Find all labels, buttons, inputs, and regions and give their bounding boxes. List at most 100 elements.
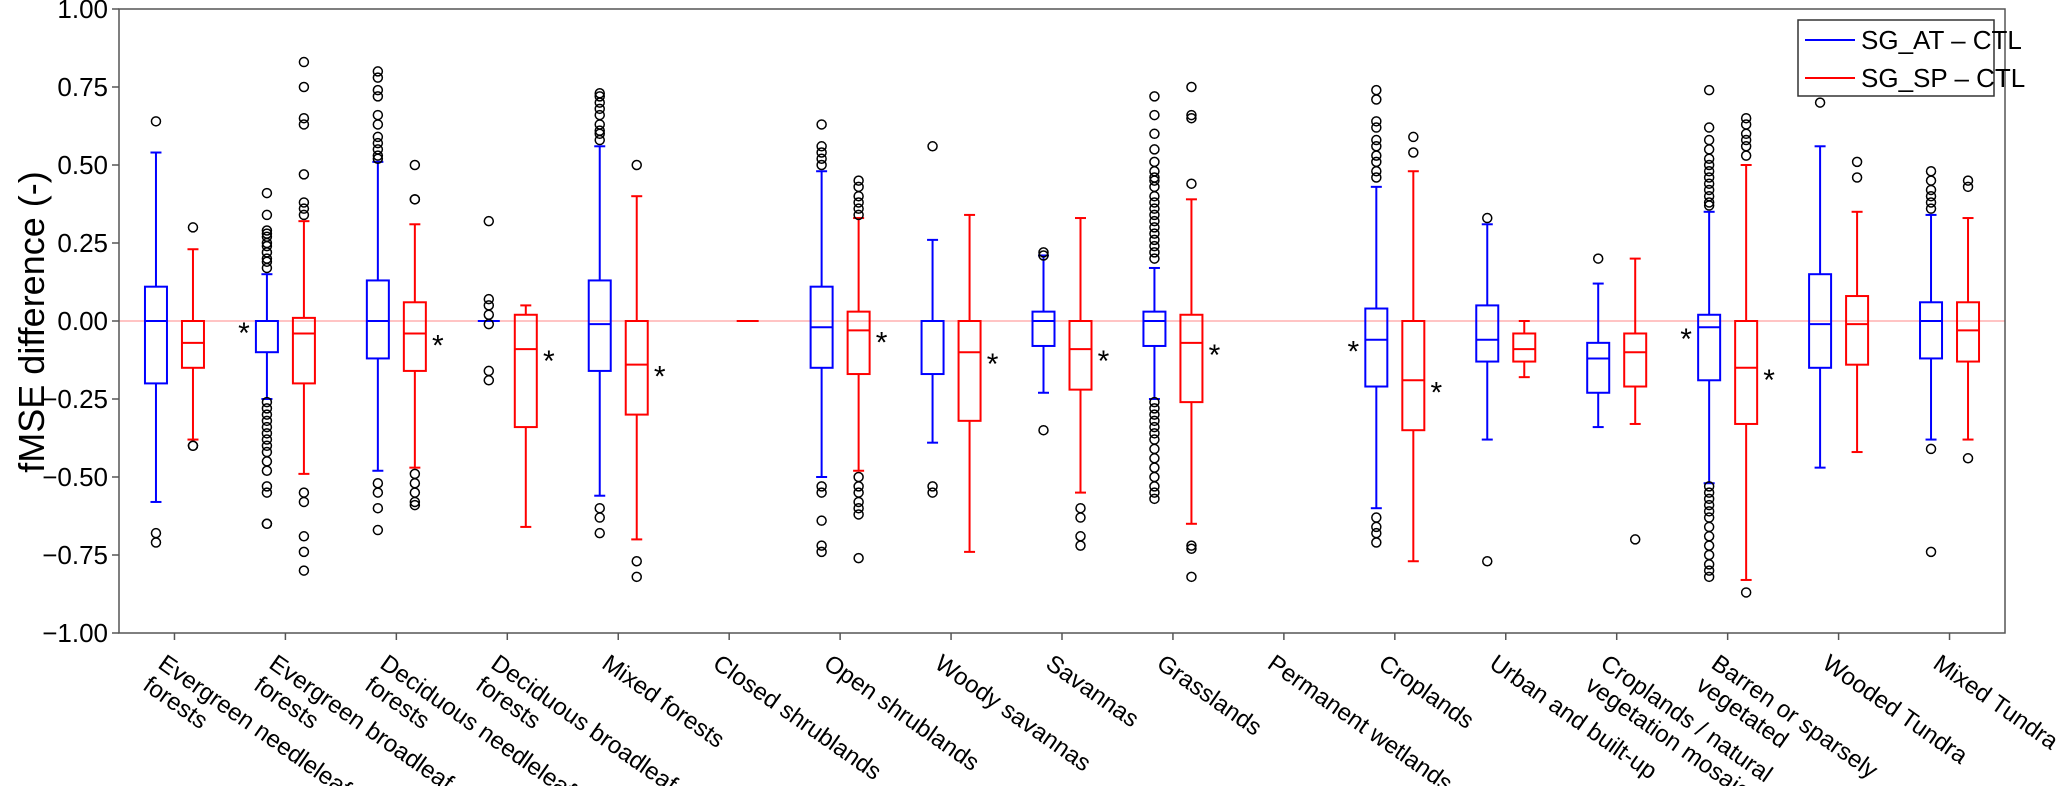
outlier-point	[1149, 234, 1160, 246]
outlier-point	[1703, 499, 1715, 511]
significance-marker: *	[238, 317, 250, 350]
box-iqr	[254, 320, 279, 354]
x-tick-label: Savannas	[1041, 650, 1144, 733]
outlier-point	[298, 203, 310, 214]
outlier-point	[1740, 587, 1752, 598]
outlier-point	[1149, 144, 1160, 155]
box-iqr	[1068, 320, 1093, 391]
outlier-point	[631, 555, 642, 567]
box-sg-sp: *	[1179, 81, 1221, 583]
outlier-point	[1075, 512, 1086, 523]
outlier-point	[1703, 487, 1715, 498]
outlier-point	[1925, 165, 1937, 177]
outlier-point	[594, 512, 605, 523]
box-iqr	[1845, 295, 1870, 366]
box-sg-at	[143, 116, 168, 548]
x-tick-label: Deciduous broadleafforests	[471, 650, 682, 786]
box-iqr	[143, 285, 168, 385]
outlier-point	[1740, 128, 1752, 140]
x-tick-label-line: Savannas	[1041, 650, 1144, 733]
outlier-point	[1408, 131, 1419, 143]
outlier-point	[298, 112, 310, 124]
x-tick-label: Evergreen needleleafforests	[138, 650, 356, 786]
outlier-point	[1851, 156, 1863, 168]
outlier-point	[372, 109, 384, 121]
box-sg-at: *	[1347, 84, 1389, 548]
box-iqr	[1586, 341, 1611, 394]
outlier-point	[927, 487, 938, 498]
outlier-point	[1149, 109, 1160, 121]
box-sg-sp	[180, 222, 205, 452]
box-iqr	[1734, 320, 1759, 425]
box-sg-at	[809, 119, 834, 558]
outlier-point	[1703, 178, 1715, 189]
outlier-point	[1149, 156, 1160, 168]
outlier-point	[298, 119, 310, 130]
significance-marker: *	[432, 329, 444, 362]
outlier-point	[1703, 153, 1715, 165]
y-tick-label: −0.75	[42, 540, 108, 570]
outlier-point	[261, 518, 273, 530]
x-tick-label-line: Permanent wetlands	[1263, 650, 1458, 786]
outlier-point	[1186, 112, 1197, 124]
y-tick-label: 1.00	[57, 0, 108, 24]
outlier-point	[816, 153, 827, 165]
outlier-point	[372, 153, 384, 165]
outlier-point	[1740, 150, 1752, 161]
outlier-point	[853, 509, 864, 520]
box-sg-sp: *	[957, 213, 999, 553]
outlier-point	[1925, 203, 1937, 214]
outlier-point	[816, 159, 827, 171]
box-iqr	[1142, 310, 1167, 347]
significance-marker: *	[1680, 323, 1692, 356]
significance-marker: *	[1430, 376, 1442, 409]
box-sg-sp	[1623, 257, 1648, 545]
outlier-point	[261, 428, 273, 439]
significance-marker: *	[1098, 345, 1110, 378]
outlier-point	[1186, 571, 1197, 583]
outlier-point	[1371, 512, 1382, 523]
y-tick-label: −1.00	[42, 618, 108, 648]
box-iqr	[1401, 320, 1426, 432]
outlier-point	[483, 365, 495, 377]
outlier-point	[1740, 141, 1752, 152]
outlier-point	[594, 128, 605, 140]
outlier-point	[409, 159, 421, 171]
legend-label: SG_AT – CTL	[1861, 25, 2022, 55]
box-sg-at	[1475, 212, 1500, 567]
outlier-point	[261, 262, 273, 274]
outlier-point	[853, 190, 864, 202]
box-sg-at	[1808, 97, 1833, 469]
outlier-point	[261, 456, 273, 467]
box-iqr	[957, 320, 982, 422]
outlier-point	[1703, 200, 1715, 211]
y-tick-label: 0.25	[57, 228, 108, 258]
outlier-point	[1186, 178, 1197, 189]
outlier-point	[1703, 172, 1715, 183]
significance-marker: *	[1347, 336, 1359, 369]
outlier-point	[372, 137, 384, 149]
outlier-point	[816, 487, 827, 498]
outlier-point	[1703, 559, 1715, 570]
outlier-point	[261, 440, 273, 452]
outlier-point	[1925, 546, 1937, 558]
box-iqr	[846, 310, 871, 376]
outlier-point	[187, 222, 199, 233]
outlier-point	[298, 531, 310, 542]
outlier-point	[853, 175, 864, 186]
outlier-point	[1186, 543, 1197, 555]
outlier-point	[1371, 527, 1382, 539]
outlier-point	[1075, 531, 1086, 542]
outlier-point	[372, 72, 384, 83]
outlier-point	[1371, 172, 1382, 183]
significance-marker: *	[1209, 339, 1221, 372]
x-tick-label-line: Croplands	[1374, 650, 1479, 735]
outlier-point	[372, 91, 384, 102]
outlier-point	[261, 187, 273, 199]
outlier-point	[1149, 197, 1160, 208]
outlier-point	[1371, 94, 1382, 105]
outlier-point	[409, 499, 421, 511]
y-axis-label: fMSE difference (-)	[11, 171, 52, 472]
outlier-point	[372, 502, 384, 514]
significance-marker: *	[1763, 364, 1775, 397]
